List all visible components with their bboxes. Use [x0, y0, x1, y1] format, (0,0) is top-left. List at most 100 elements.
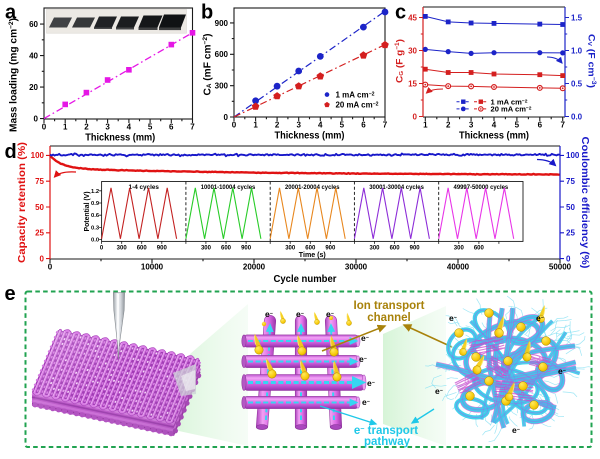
svg-text:CA (mF cm−2): CA (mF cm−2) [202, 34, 213, 96]
svg-text:0: 0 [48, 263, 53, 272]
svg-text:600: 600 [215, 50, 229, 59]
svg-text:49997-50000 cycles: 49997-50000 cycles [454, 184, 509, 191]
svg-text:c: c [395, 2, 406, 24]
svg-text:e−: e− [558, 366, 566, 376]
svg-text:40: 40 [29, 51, 38, 60]
svg-text:CV (F cm−3): CV (F cm−3) [585, 34, 596, 88]
svg-text:2: 2 [275, 121, 280, 130]
svg-text:0: 0 [413, 112, 418, 121]
svg-text:e−: e− [359, 354, 367, 364]
svg-text:2: 2 [84, 123, 89, 132]
svg-text:CG (F g−1): CG (F g−1) [394, 39, 405, 83]
svg-text:e: e [5, 283, 16, 305]
svg-text:0: 0 [232, 121, 237, 130]
svg-text:1-4 cycles: 1-4 cycles [129, 184, 160, 191]
svg-text:300: 300 [201, 245, 212, 251]
svg-text:1.5: 1.5 [571, 13, 583, 22]
svg-text:e−: e− [367, 378, 375, 388]
svg-text:6: 6 [538, 121, 543, 130]
svg-text:e−: e− [296, 309, 304, 319]
svg-text:60: 60 [29, 20, 38, 29]
svg-text:0: 0 [566, 254, 571, 263]
svg-text:7: 7 [190, 123, 195, 132]
svg-text:0.0: 0.0 [571, 112, 583, 121]
svg-text:Potential (V): Potential (V) [84, 191, 91, 231]
svg-text:40000: 40000 [447, 263, 470, 272]
svg-text:3: 3 [469, 121, 474, 130]
svg-text:50: 50 [566, 203, 575, 212]
svg-text:20 mA cm−2: 20 mA cm−2 [336, 101, 379, 110]
svg-text:300: 300 [285, 245, 296, 251]
svg-text:6: 6 [361, 121, 366, 130]
svg-text:0: 0 [34, 114, 39, 123]
svg-text:Time (s): Time (s) [299, 250, 326, 259]
svg-text:20001-20004 cycles: 20001-20004 cycles [285, 184, 340, 191]
svg-text:7: 7 [560, 121, 565, 130]
svg-text:b: b [201, 2, 213, 24]
svg-text:30000: 30000 [345, 263, 368, 272]
svg-text:30001-30004 cycles: 30001-30004 cycles [369, 184, 424, 191]
svg-text:e−: e− [362, 397, 370, 407]
svg-text:300: 300 [369, 245, 380, 251]
svg-text:20000: 20000 [243, 263, 266, 272]
svg-text:20 mA cm−2: 20 mA cm−2 [491, 105, 532, 114]
svg-text:900: 900 [241, 245, 252, 251]
svg-text:100: 100 [31, 151, 45, 160]
svg-text:channel: channel [367, 312, 410, 324]
svg-text:10000: 10000 [141, 263, 164, 272]
svg-text:Ion transport: Ion transport [354, 300, 425, 312]
svg-text:600: 600 [474, 245, 485, 251]
svg-text:Thickness (mm): Thickness (mm) [275, 131, 345, 142]
svg-text:25: 25 [566, 229, 575, 238]
svg-text:300: 300 [215, 81, 229, 90]
svg-text:Cycle number: Cycle number [274, 273, 337, 285]
svg-text:Capacity retention (%): Capacity retention (%) [16, 142, 28, 263]
svg-text:e−: e− [435, 386, 443, 396]
svg-text:e−: e− [265, 309, 273, 319]
svg-text:1 mA cm−2: 1 mA cm−2 [336, 91, 375, 100]
svg-text:0.9: 0.9 [91, 201, 100, 207]
svg-text:50: 50 [35, 203, 44, 212]
svg-text:a: a [5, 2, 17, 24]
svg-text:10001-10004 cycles: 10001-10004 cycles [201, 184, 256, 191]
svg-text:pathway: pathway [364, 436, 411, 448]
svg-text:3: 3 [296, 121, 301, 130]
svg-text:0.3: 0.3 [91, 225, 100, 231]
svg-text:7: 7 [383, 121, 388, 130]
svg-text:5: 5 [148, 123, 153, 132]
svg-text:0: 0 [42, 123, 47, 132]
svg-text:5: 5 [515, 121, 520, 130]
svg-text:4: 4 [127, 123, 132, 132]
svg-text:1: 1 [63, 123, 68, 132]
svg-text:1.2: 1.2 [91, 189, 99, 195]
svg-text:600: 600 [390, 245, 401, 251]
svg-text:1: 1 [253, 121, 258, 130]
svg-text:Mass loading (mg cm−2): Mass loading (mg cm−2) [8, 18, 19, 132]
svg-text:Coulombic efficiency (%): Coulombic efficiency (%) [579, 137, 591, 269]
svg-text:e−: e− [326, 309, 334, 319]
svg-text:20: 20 [29, 83, 38, 92]
svg-text:30: 30 [408, 46, 417, 55]
svg-text:Thickness (mm): Thickness (mm) [85, 133, 155, 144]
svg-text:100: 100 [566, 151, 580, 160]
svg-text:3: 3 [105, 123, 110, 132]
svg-text:e−: e− [512, 425, 520, 435]
svg-text:0: 0 [100, 245, 104, 251]
svg-text:0: 0 [224, 113, 229, 122]
svg-text:1 mA cm−2: 1 mA cm−2 [491, 97, 528, 106]
svg-text:0.5: 0.5 [571, 79, 583, 88]
svg-text:900: 900 [410, 245, 421, 251]
svg-text:0.6: 0.6 [91, 213, 100, 219]
svg-text:e− transport: e− transport [354, 425, 418, 437]
svg-text:45: 45 [408, 13, 417, 22]
svg-text:4: 4 [318, 121, 323, 130]
svg-text:0: 0 [40, 254, 45, 263]
svg-text:15: 15 [408, 79, 417, 88]
svg-text:600: 600 [221, 245, 232, 251]
svg-text:d: d [5, 141, 17, 163]
svg-text:900: 900 [215, 19, 229, 28]
svg-text:Thickness (mm): Thickness (mm) [459, 131, 529, 142]
svg-text:600: 600 [137, 245, 148, 251]
svg-text:75: 75 [566, 177, 575, 186]
svg-text:1.0: 1.0 [571, 46, 583, 55]
